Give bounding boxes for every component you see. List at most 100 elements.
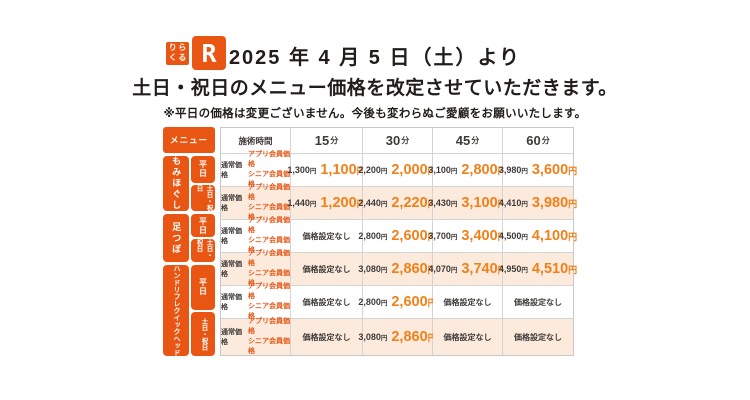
duration-header-cell: 60 分 — [503, 128, 573, 154]
logo-char: り — [168, 43, 177, 53]
member-price-label-line: シニア会員価格 — [248, 270, 290, 287]
price-table: メニュー もみほぐし 平日 土日・祝日 足つぼ 平日 土日・祝日 ハンドリフレ クイックヘッド… — [163, 127, 578, 356]
day-column: 平日 土日・祝日 — [191, 214, 215, 262]
member-price: 3,400円 — [461, 228, 506, 244]
yen-unit: 円 — [380, 335, 388, 342]
yen-unit: 円 — [356, 199, 366, 209]
member-price: 2,860円 — [391, 329, 436, 345]
menu-name-line: 足つぼ — [171, 221, 182, 255]
member-price: 2,000円 — [391, 162, 436, 178]
member-price-label-line: シニア会員価格 — [248, 303, 290, 320]
yen-unit: 円 — [428, 166, 437, 176]
regular-price: 3,700円 — [428, 231, 458, 241]
price-cell: 価格設定なし — [291, 319, 363, 355]
price-type-label-cell: 通常価格 アプリ会員価格 シニア会員価格 — [221, 217, 291, 254]
yen-unit: 円 — [309, 201, 317, 208]
yen-unit: 円 — [521, 234, 528, 241]
price-cell: 4,410円 3,980円 — [499, 187, 577, 220]
menu-name-line: もみほぐし — [171, 156, 182, 211]
no-price-text: 価格設定なし — [302, 264, 351, 274]
day-label-box: 土日・祝日 — [191, 184, 215, 211]
no-price-text: 価格設定なし — [443, 332, 492, 342]
regular-price: 3,100円 — [428, 165, 458, 175]
regular-price: 4,500円 — [498, 231, 528, 241]
regular-price-label: 通常価格 — [221, 294, 242, 311]
weekday-note: ※平日の価格は変更ございません。今後も変わらぬご愛顧をお願いいたします。 — [163, 108, 587, 120]
price-type-label-cell: 通常価格 アプリ会員価格 シニア会員価格 — [221, 283, 291, 320]
regular-price-label: 通常価格 — [221, 228, 242, 245]
yen-unit: 円 — [450, 267, 458, 274]
duration-header-cell: 30 分 — [363, 128, 433, 154]
regular-price: 3,430円 — [428, 198, 458, 208]
rirakuru-logo: り ら く る R — [166, 36, 226, 70]
day-label-box: 土日・祝日 — [191, 311, 215, 356]
price-cell: 価格設定なし — [503, 319, 573, 355]
price-cell: 3,980円 3,600円 — [499, 154, 577, 187]
member-price-label-line: アプリ会員価格 — [248, 151, 290, 169]
price-cell: 価格設定なし — [503, 286, 573, 319]
menu-group: 足つぼ 平日 土日・祝日 — [163, 214, 215, 262]
menu-name-box: もみほぐし — [163, 156, 189, 211]
yen-unit: 円 — [568, 166, 578, 176]
yen-unit: 円 — [521, 201, 528, 208]
day-label-box: 平日 — [191, 265, 215, 310]
day-label-box: 平日 — [191, 214, 215, 237]
duration-header-cell: 45 分 — [433, 128, 503, 154]
logo-hiragana-mark: り ら く る — [166, 41, 189, 65]
yen-unit: 円 — [498, 166, 507, 176]
price-cell: 価格設定なし — [291, 220, 363, 253]
yen-unit: 円 — [568, 265, 578, 275]
yen-unit: 円 — [521, 168, 528, 175]
regular-price-label: 通常価格 — [221, 329, 242, 346]
yen-unit: 円 — [356, 166, 366, 176]
yen-unit: 円 — [450, 201, 458, 208]
member-price-label-line: シニア会員価格 — [248, 237, 290, 254]
member-price: 3,740円 — [461, 261, 506, 277]
yen-unit: 円 — [521, 267, 528, 274]
yen-unit: 円 — [380, 234, 388, 241]
duration-number: 15 — [314, 133, 330, 148]
member-price: 2,600円 — [391, 294, 436, 310]
member-price: 2,600円 — [391, 228, 436, 244]
price-cell: 1,440円 1,200円 — [287, 187, 366, 220]
title-date-line: 2025 年 4 月 5 日（土）より — [228, 47, 522, 69]
regular-price-label: 通常価格 — [221, 261, 242, 278]
member-price-label-line: アプリ会員価格 — [248, 184, 290, 202]
logo-char: く — [168, 52, 177, 62]
member-price: 3,980円 — [531, 195, 578, 211]
yen-unit: 円 — [428, 232, 437, 242]
regular-price: 2,800円 — [358, 297, 388, 307]
regular-price-label: 通常価格 — [221, 162, 242, 179]
duration-header-cell: 15 分 — [291, 128, 363, 154]
regular-price: 4,410円 — [498, 198, 528, 208]
duration-unit: 分 — [401, 136, 410, 145]
price-cell: 価格設定なし — [291, 286, 363, 319]
yen-unit: 円 — [428, 199, 437, 209]
price-type-label-cell: 通常価格 アプリ会員価格 シニア会員価格 — [221, 317, 291, 356]
price-type-label-cell: 通常価格 アプリ会員価格 シニア会員価格 — [221, 184, 291, 221]
regular-price: 1,440円 — [287, 198, 317, 208]
duration-unit: 分 — [330, 136, 339, 145]
member-price-label-line: シニア会員価格 — [248, 338, 290, 355]
price-cell: 価格設定なし — [433, 286, 503, 319]
yen-unit: 円 — [428, 298, 437, 308]
price-type-label-cell: 通常価格 アプリ会員価格 シニア会員価格 — [221, 250, 291, 287]
member-price-labels: アプリ会員価格 シニア会員価格 — [248, 317, 290, 356]
duration-number: 60 — [526, 133, 541, 148]
day-column: 平日 土日・祝日 — [191, 265, 215, 356]
regular-price: 3,980円 — [498, 165, 528, 175]
yen-unit: 円 — [498, 232, 507, 242]
yen-unit: 円 — [568, 199, 578, 209]
menu-group: ハンドリフレ クイックヘッド 平日 土日・祝日 — [163, 265, 215, 356]
logo-r-mark: R — [192, 36, 226, 70]
price-cell: 4,500円 4,100円 — [499, 220, 577, 253]
yen-unit: 円 — [380, 201, 388, 208]
member-price: 2,220円 — [391, 195, 436, 211]
day-label-box: 土日・祝日 — [191, 239, 215, 262]
member-price-label-line: アプリ会員価格 — [248, 250, 290, 268]
